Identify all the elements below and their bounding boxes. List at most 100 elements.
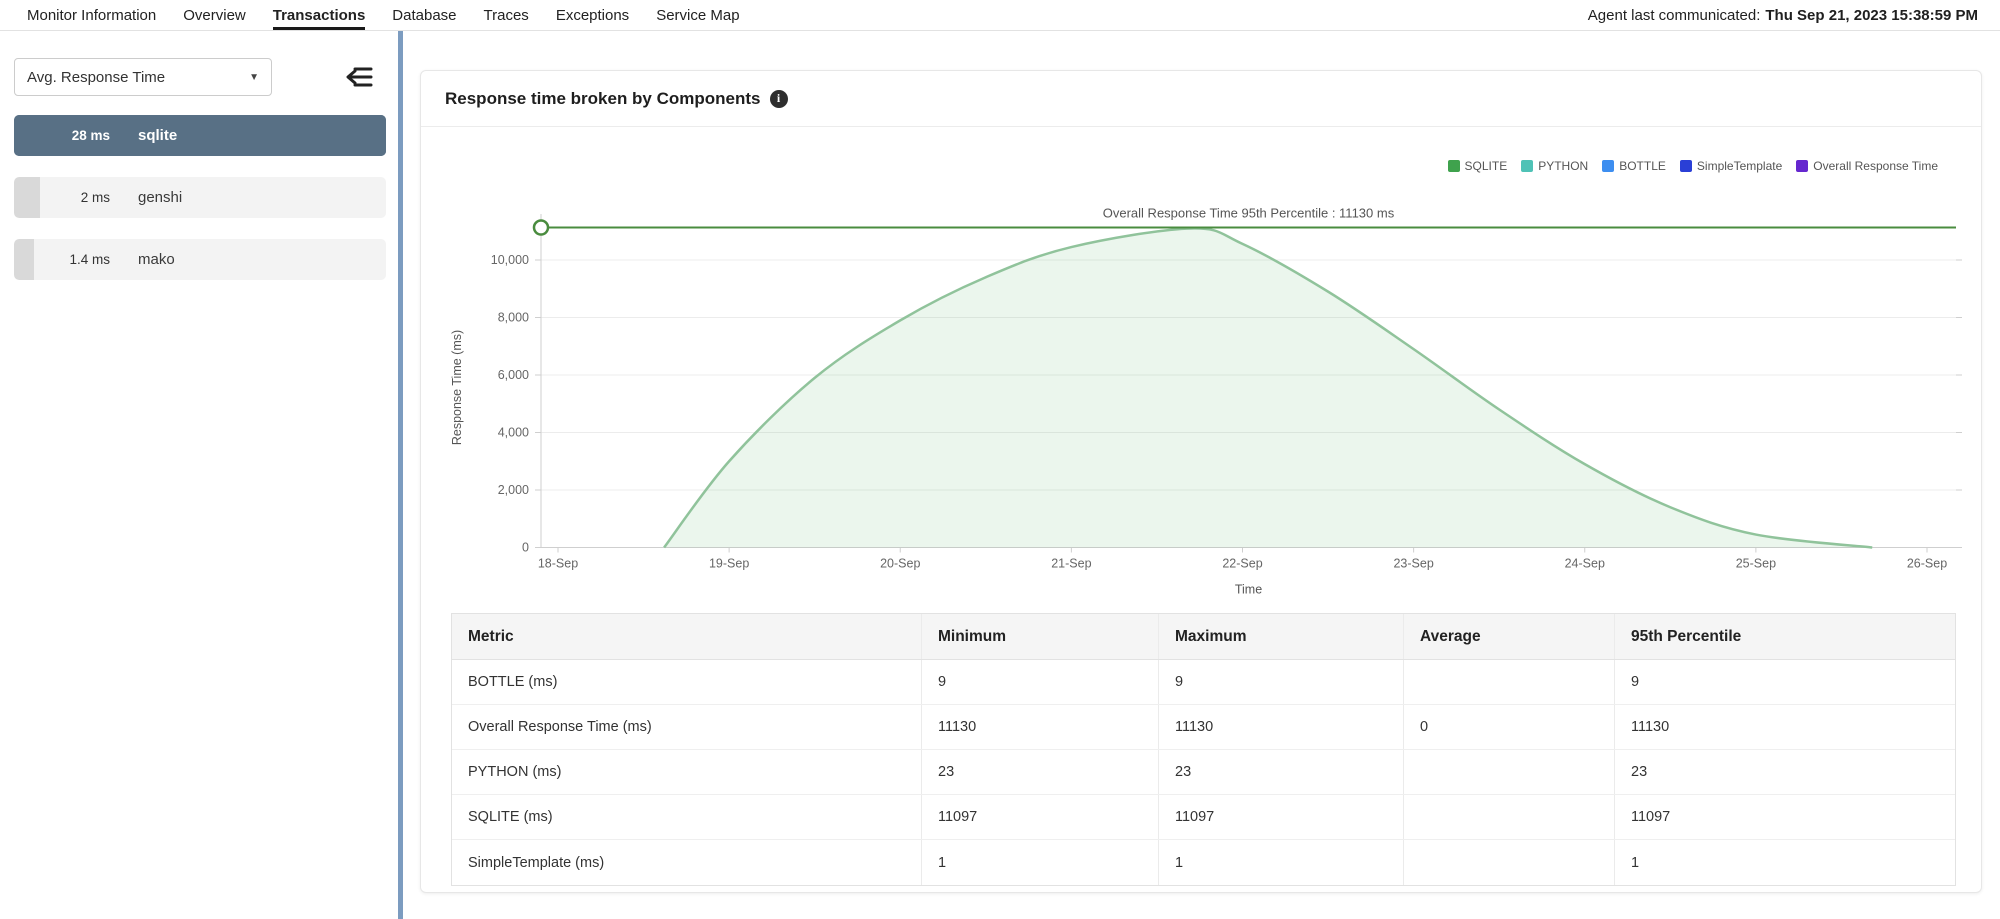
collapse-sidebar-button[interactable] [338,61,378,93]
response-time-components-card: Response time broken by Components i SQL… [420,70,1982,893]
transaction-item-sqlite[interactable]: 28 ms sqlite [14,115,386,156]
table-row-bottle-ms-: BOTTLE (ms) 9 9 9 [452,660,1955,705]
top-navigation: Monitor Information Overview Transactions D… [0,0,2000,31]
card-title: Response time broken by Components [445,88,761,108]
transaction-item-mako[interactable]: 1.4 ms mako [14,239,386,280]
tab-traces[interactable]: Traces [483,6,529,24]
tab-database[interactable]: Database [392,6,457,24]
legend-item-overall-response-time[interactable]: Overall Response Time [1796,159,1938,173]
legend-item-simpletemplate[interactable]: SimpleTemplate [1679,159,1782,173]
metric-value-cell: 11097 [1159,795,1404,839]
svg-text:8,000: 8,000 [498,311,529,325]
metric-dropdown[interactable]: Avg. Response Time ▼ [14,58,272,96]
svg-text:21-Sep: 21-Sep [1051,557,1091,571]
components-chart: SQLITE PYTHON BOTTLE SimpleTemplate Overall … [421,127,1983,602]
transaction-item-text: 1.4 ms mako [14,239,386,280]
transaction-value: 28 ms [71,128,110,143]
response-time-bar [14,239,35,280]
metric-name-cell: SQLITE (ms) [452,795,922,839]
legend-label: SQLITE [1464,159,1508,173]
transaction-name: mako [138,251,175,268]
column-header-minimum: Minimum [922,614,1159,659]
legend-item-sqlite[interactable]: SQLITE [1447,159,1508,173]
svg-text:2,000: 2,000 [498,483,529,497]
metric-summary-table: Metric Minimum Maximum Average 95th Percenti… [451,613,1956,886]
metric-value-cell: 23 [922,750,1159,794]
metric-name-cell: BOTTLE (ms) [452,660,922,704]
metric-name-cell: SimpleTemplate (ms) [452,840,922,885]
nav-tabs: Monitor Information Overview Transactions D… [0,0,740,30]
svg-text:4,000: 4,000 [498,426,529,440]
legend-swatch [1602,160,1615,172]
column-header-average: Average [1404,614,1615,659]
metric-value-cell [1404,795,1615,839]
svg-text:22-Sep: 22-Sep [1222,557,1262,571]
legend-swatch [1796,160,1809,172]
transaction-name: sqlite [138,127,178,144]
metric-value-cell: 0 [1404,705,1615,749]
chart-canvas: 0 2,000 4,000 6,000 8,000 10,000 18-Sep 19-Sep 2… [450,206,1962,597]
tab-monitor-information[interactable]: Monitor Information [27,6,157,24]
metric-value-cell: 1 [1159,840,1404,885]
legend-item-python[interactable]: PYTHON [1521,159,1588,173]
table-row-simpletemplate-ms-: SimpleTemplate (ms) 1 1 1 [452,840,1955,885]
info-icon[interactable]: i [769,89,788,108]
legend-swatch [1521,160,1534,172]
metric-value-cell: 9 [922,660,1159,704]
legend-item-bottle[interactable]: BOTTLE [1602,159,1666,173]
metric-dropdown-value: Avg. Response Time [27,68,166,86]
metric-value-cell: 9 [1159,660,1404,704]
column-header-metric: Metric [452,614,922,659]
sqlite-area-series [664,228,1873,548]
card-header: Response time broken by Components i [421,71,1981,127]
transactions-sidebar: Avg. Response Time ▼ 28 ms sqlite 2 ms gens… [0,31,398,919]
legend-swatch [1679,160,1692,172]
metric-value-cell [1404,840,1615,885]
table-row-overall-response-time-ms-: Overall Response Time (ms) 11130 11130 0 111… [452,705,1955,750]
agent-last-communicated: Agent last communicated: Thu Sep 21, 202… [1588,0,1978,31]
metric-value-cell [1404,660,1615,704]
svg-text:19-Sep: 19-Sep [709,557,749,571]
metric-value-cell: 11097 [922,795,1159,839]
column-header-95th-percentile: 95th Percentile [1631,627,1742,645]
chevron-down-icon: ▼ [249,71,259,83]
tab-overview[interactable]: Overview [183,6,246,24]
table-header-row: Metric Minimum Maximum Average 95th Percenti… [452,614,1955,660]
svg-text:24-Sep: 24-Sep [1565,557,1605,571]
agent-timestamp: Thu Sep 21, 2023 15:38:59 PM [1765,7,1978,24]
metric-value-cell: 11097 [1631,809,1671,825]
transaction-item-genshi[interactable]: 2 ms genshi [14,177,386,218]
svg-text:Overall Response Time 95th Per: Overall Response Time 95th Percentile : … [1103,206,1395,221]
svg-text:23-Sep: 23-Sep [1393,557,1433,571]
legend-swatch [1447,160,1460,172]
metric-name-cell: Overall Response Time (ms) [452,705,922,749]
response-time-bar [14,115,386,156]
metric-value-cell: 9 [1631,674,1640,690]
svg-text:25-Sep: 25-Sep [1736,557,1776,571]
response-time-bar [14,177,41,218]
metric-value-cell: 1 [1631,854,1640,871]
transaction-item-text: 28 ms sqlite [14,115,386,156]
metric-value-cell: 1 [922,840,1159,885]
sidebar-divider[interactable] [398,31,403,919]
metric-value-cell [1404,750,1615,794]
tab-service-map[interactable]: Service Map [656,6,740,24]
legend-label: PYTHON [1538,159,1589,173]
tab-transactions[interactable]: Transactions [272,0,365,30]
collapse-panel-icon [346,67,373,87]
transaction-list: 28 ms sqlite 2 ms genshi 1.4 ms mako [14,115,386,301]
transaction-item-text: 2 ms genshi [14,177,386,218]
legend-label: BOTTLE [1619,159,1666,173]
tab-exceptions[interactable]: Exceptions [555,6,630,24]
svg-text:26-Sep: 26-Sep [1907,557,1947,571]
sqlite-area-outline [663,227,1873,549]
svg-text:0: 0 [522,541,529,555]
percentile-marker [532,219,550,236]
chart-legend: SQLITE PYTHON BOTTLE SimpleTemplate Overall … [1447,159,1938,173]
svg-text:18-Sep: 18-Sep [538,557,578,571]
metric-name-cell: PYTHON (ms) [452,750,922,794]
transaction-value: 1.4 ms [69,252,110,267]
metric-value-cell: 23 [1159,750,1404,794]
metric-value-cell: 11130 [1631,719,1670,735]
